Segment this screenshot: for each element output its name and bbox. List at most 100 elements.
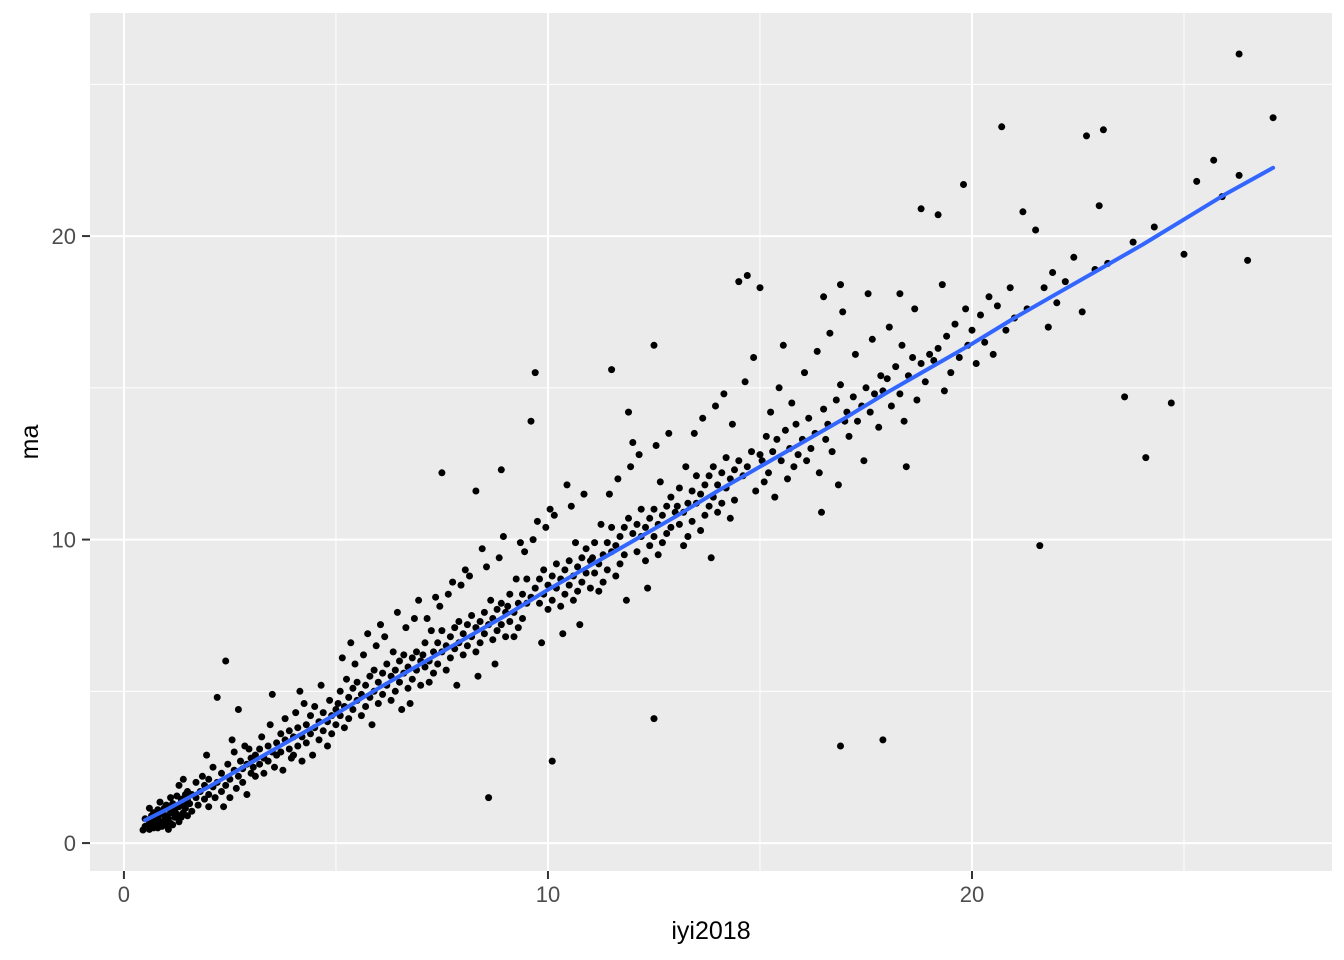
data-point [1049, 269, 1057, 276]
data-point [1269, 114, 1277, 122]
data-point [608, 523, 616, 531]
data-point [239, 778, 247, 786]
data-point [644, 584, 652, 592]
data-point [540, 566, 548, 574]
data-point [1078, 308, 1086, 316]
data-point [633, 548, 641, 556]
data-point [368, 721, 376, 729]
data-point [230, 748, 238, 756]
data-point [519, 615, 526, 622]
data-point [302, 721, 310, 729]
data-point [697, 527, 705, 534]
data-point [559, 630, 567, 638]
data-point [188, 807, 196, 815]
data-point [697, 490, 705, 498]
data-point [667, 523, 675, 531]
data-point [548, 572, 556, 580]
data-point [302, 739, 310, 747]
data-point [714, 508, 722, 516]
data-point [911, 305, 919, 313]
data-point [839, 308, 847, 316]
data-point [1070, 253, 1078, 261]
data-point [476, 618, 484, 625]
data-point [627, 463, 635, 471]
data-point [298, 757, 306, 765]
data-point [457, 581, 465, 589]
data-point [177, 813, 185, 821]
data-point [353, 678, 361, 686]
data-point [266, 721, 274, 729]
data-point [179, 775, 187, 783]
data-point [760, 478, 768, 486]
data-point [480, 608, 488, 616]
data-point [396, 657, 403, 665]
data-point [398, 706, 406, 713]
data-point [374, 678, 382, 686]
data-point [1053, 299, 1061, 307]
data-point [862, 384, 870, 392]
data-point [652, 442, 660, 449]
data-point [591, 569, 599, 577]
data-point [792, 420, 800, 428]
data-point [849, 393, 857, 401]
data-point [1121, 393, 1129, 401]
data-point [213, 693, 221, 701]
data-point [319, 727, 327, 735]
data-point [502, 633, 510, 641]
data-point [1235, 50, 1243, 58]
data-point [574, 587, 582, 595]
data-point [578, 554, 586, 562]
data-point [417, 681, 425, 689]
data-point [750, 354, 758, 361]
data-point [377, 621, 384, 629]
data-point [338, 654, 346, 662]
data-point [258, 733, 266, 741]
data-point [960, 181, 967, 188]
data-point [1210, 156, 1218, 164]
data-point [561, 566, 569, 574]
data-point [771, 493, 779, 501]
data-point [731, 496, 738, 504]
data-point [684, 499, 692, 507]
data-point [563, 481, 571, 489]
data-point [773, 435, 781, 443]
data-point [688, 517, 696, 525]
data-point [885, 323, 893, 331]
data-point [557, 602, 565, 610]
data-point [832, 396, 840, 404]
data-point [393, 608, 401, 616]
data-point [487, 596, 495, 604]
data-point [917, 360, 925, 367]
data-point [336, 687, 344, 695]
axis-tick-marks [82, 235, 973, 879]
data-point [1193, 177, 1201, 185]
data-point [372, 642, 380, 650]
data-point [620, 551, 628, 559]
data-point [277, 748, 285, 756]
data-point [603, 566, 611, 574]
data-point [334, 700, 342, 707]
data-point [595, 587, 603, 595]
data-point [423, 615, 431, 622]
data-point [164, 825, 172, 833]
data-point [167, 794, 175, 802]
data-point [663, 502, 671, 510]
data-point [391, 666, 399, 674]
data-point [362, 681, 370, 689]
data-point [279, 766, 287, 774]
data-point [728, 420, 736, 428]
data-point [565, 581, 573, 589]
data-point [309, 751, 317, 759]
data-point [519, 590, 526, 598]
data-point [234, 706, 242, 713]
data-point [205, 803, 213, 811]
data-point [413, 648, 420, 656]
data-point [1036, 542, 1044, 550]
data-point [940, 387, 948, 395]
data-point [589, 554, 596, 562]
data-point [506, 618, 514, 625]
data-point [402, 624, 410, 632]
data-point [531, 584, 539, 592]
data-point [586, 584, 594, 592]
data-point [569, 596, 577, 604]
